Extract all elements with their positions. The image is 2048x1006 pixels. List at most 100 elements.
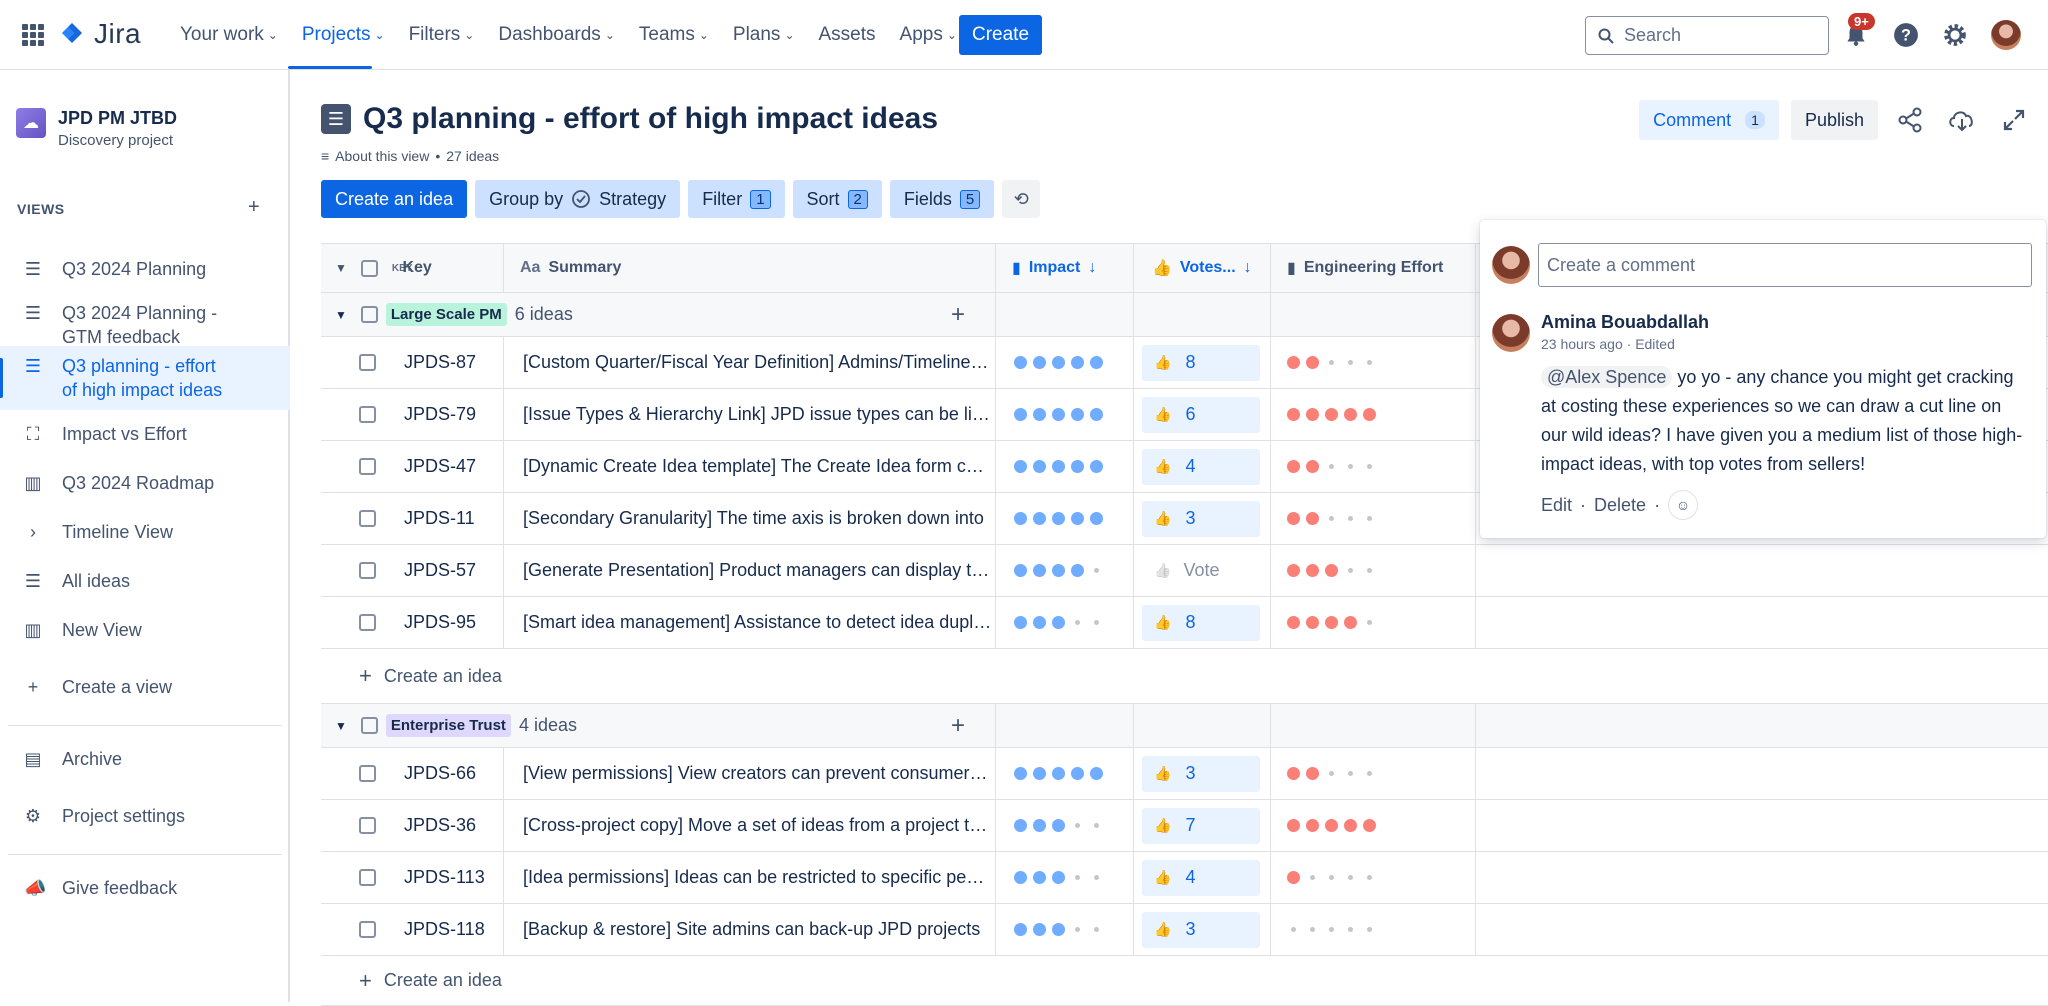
- nav-your-work[interactable]: Your work ⌄: [168, 0, 290, 70]
- summary-cell[interactable]: [Idea permissions] Ideas can be restrict…: [504, 852, 996, 903]
- vote-pill[interactable]: 👍 3: [1142, 500, 1260, 537]
- votes-cell[interactable]: 👍 7: [1134, 800, 1271, 851]
- edit-comment-button[interactable]: Edit: [1541, 494, 1573, 515]
- sidebar-item-impact-vs-effort[interactable]: ⛶ Impact vs Effort: [0, 410, 290, 458]
- effort-cell[interactable]: [1271, 800, 1476, 851]
- summary-cell[interactable]: [Secondary Granularity] The time axis is…: [504, 493, 996, 544]
- nav-apps[interactable]: Apps ⌄: [888, 0, 969, 70]
- effort-cell[interactable]: [1271, 904, 1476, 955]
- row-checkbox[interactable]: [359, 765, 376, 782]
- help-icon[interactable]: ?: [1893, 22, 1919, 48]
- effort-cell[interactable]: [1271, 493, 1476, 544]
- row-checkbox[interactable]: [359, 562, 376, 579]
- idea-key[interactable]: JPDS-87: [404, 352, 477, 372]
- vote-pill[interactable]: 👍 3: [1142, 755, 1260, 792]
- idea-key[interactable]: JPDS-113: [404, 867, 485, 887]
- summary-cell[interactable]: [View permissions] View creators can pre…: [504, 748, 996, 799]
- sidebar-item-timeline-view[interactable]: › Timeline View: [0, 508, 290, 556]
- impact-cell[interactable]: [996, 441, 1134, 492]
- votes-cell[interactable]: 👍 Vote: [1134, 545, 1271, 596]
- impact-cell[interactable]: [996, 748, 1134, 799]
- comment-author-avatar[interactable]: [1492, 314, 1530, 352]
- search-input[interactable]: Search: [1585, 16, 1829, 55]
- summary-cell[interactable]: [Backup & restore] Site admins can back-…: [504, 904, 996, 955]
- effort-cell[interactable]: [1271, 389, 1476, 440]
- group-by-button[interactable]: Group by Strategy: [475, 180, 681, 218]
- table-row[interactable]: JPDS-87 [Custom Quarter/Fiscal Year Defin…: [321, 337, 2048, 389]
- row-checkbox[interactable]: [359, 354, 376, 371]
- create-idea-row[interactable]: + Create an idea: [321, 649, 2048, 704]
- create-idea-button[interactable]: Create an idea: [321, 180, 468, 218]
- votes-cell[interactable]: 👍 8: [1134, 337, 1271, 388]
- summary-cell[interactable]: [Custom Quarter/Fiscal Year Definition] …: [504, 337, 996, 388]
- sidebar-archive[interactable]: ▤ Archive: [0, 735, 290, 783]
- sidebar-create-view[interactable]: + Create a view: [0, 663, 290, 711]
- collapse-group-icon[interactable]: ▼: [335, 307, 347, 322]
- delete-comment-button[interactable]: Delete: [1594, 494, 1647, 515]
- group-checkbox[interactable]: [360, 717, 378, 734]
- summary-cell[interactable]: [Generate Presentation] Product managers…: [504, 545, 996, 596]
- nav-dashboards[interactable]: Dashboards ⌄: [486, 0, 627, 70]
- impact-cell[interactable]: [996, 800, 1134, 851]
- publish-button[interactable]: Publish: [1790, 100, 1878, 140]
- filter-button[interactable]: Filter 1: [688, 180, 785, 218]
- nav-plans[interactable]: Plans ⌄: [721, 0, 807, 70]
- impact-cell[interactable]: [996, 904, 1134, 955]
- vote-pill[interactable]: 👍 4: [1142, 859, 1260, 896]
- idea-key[interactable]: JPDS-47: [404, 456, 477, 476]
- header-impact-col[interactable]: ▮ Impact ↓: [996, 244, 1134, 292]
- idea-key[interactable]: JPDS-118: [404, 919, 485, 939]
- settings-gear-icon[interactable]: [1942, 22, 1968, 48]
- vote-pill[interactable]: 👍 8: [1142, 604, 1260, 641]
- row-checkbox[interactable]: [359, 406, 376, 423]
- comment-input[interactable]: Create a comment: [1538, 243, 2032, 287]
- idea-key[interactable]: JPDS-95: [404, 612, 477, 632]
- comment-button[interactable]: Comment 1: [1639, 100, 1779, 140]
- votes-cell[interactable]: 👍 4: [1134, 852, 1271, 903]
- row-checkbox[interactable]: [359, 817, 376, 834]
- summary-cell[interactable]: [Smart idea management] Assistance to de…: [504, 597, 996, 648]
- sidebar-item-effort-high-impact[interactable]: ☰ Q3 planning - effort of high impact ide…: [0, 346, 290, 410]
- summary-cell[interactable]: [Issue Types & Hierarchy Link] JPD issue…: [504, 389, 996, 440]
- group-checkbox[interactable]: [360, 306, 378, 323]
- comment-author[interactable]: Amina Bouabdallah: [1541, 312, 1710, 332]
- idea-key[interactable]: JPDS-36: [404, 815, 477, 835]
- vote-pill[interactable]: 👍 3: [1142, 911, 1260, 948]
- user-mention[interactable]: @Alex Spence: [1541, 366, 1673, 388]
- sidebar-project-settings[interactable]: ⚙ Project settings: [0, 792, 290, 840]
- row-checkbox[interactable]: [359, 614, 376, 631]
- idea-key[interactable]: JPDS-11: [404, 508, 475, 528]
- add-idea-to-group-icon[interactable]: +: [951, 300, 966, 328]
- about-view[interactable]: ≡ About this view • 27 ideas: [321, 148, 499, 164]
- sidebar-give-feedback[interactable]: 📣 Give feedback: [0, 864, 290, 912]
- vote-pill[interactable]: 👍 8: [1142, 344, 1260, 381]
- nav-filters[interactable]: Filters ⌄: [397, 0, 487, 70]
- table-row[interactable]: JPDS-79 [Issue Types & Hierarchy Link] JP…: [321, 389, 2048, 441]
- add-reaction-icon[interactable]: ☺: [1668, 490, 1699, 520]
- add-idea-to-group-icon[interactable]: +: [951, 711, 966, 739]
- table-row[interactable]: JPDS-47 [Dynamic Create Idea template] Th…: [321, 441, 2048, 493]
- table-row[interactable]: JPDS-11 [Secondary Granularity] The time …: [321, 493, 2048, 545]
- table-row[interactable]: JPDS-36 [Cross-project copy] Move a set o…: [321, 800, 2048, 852]
- collapse-group-icon[interactable]: ▼: [335, 718, 347, 733]
- app-switcher-icon[interactable]: [22, 24, 44, 46]
- impact-cell[interactable]: [996, 389, 1134, 440]
- nav-teams[interactable]: Teams ⌄: [627, 0, 721, 70]
- impact-cell[interactable]: [996, 545, 1134, 596]
- select-all-checkbox[interactable]: [360, 259, 378, 277]
- votes-cell[interactable]: 👍 3: [1134, 493, 1271, 544]
- header-effort-col[interactable]: ▮ Engineering Effort: [1271, 244, 1476, 292]
- effort-cell[interactable]: [1271, 337, 1476, 388]
- votes-cell[interactable]: 👍 3: [1134, 748, 1271, 799]
- table-row[interactable]: JPDS-57 [Generate Presentation] Product m…: [321, 545, 2048, 597]
- create-button[interactable]: Create: [959, 15, 1042, 55]
- fields-button[interactable]: Fields 5: [889, 180, 995, 218]
- table-row[interactable]: JPDS-118 [Backup & restore] Site admins c…: [321, 904, 2048, 956]
- header-votes-col[interactable]: 👍 Votes... ↓: [1134, 244, 1271, 292]
- votes-cell[interactable]: 👍 6: [1134, 389, 1271, 440]
- idea-key[interactable]: JPDS-79: [404, 404, 477, 424]
- effort-cell[interactable]: [1271, 852, 1476, 903]
- vote-button[interactable]: 👍 Vote: [1142, 560, 1219, 581]
- sidebar-item-q3-roadmap[interactable]: ▥ Q3 2024 Roadmap: [0, 459, 290, 507]
- nav-assets[interactable]: Assets: [807, 0, 888, 70]
